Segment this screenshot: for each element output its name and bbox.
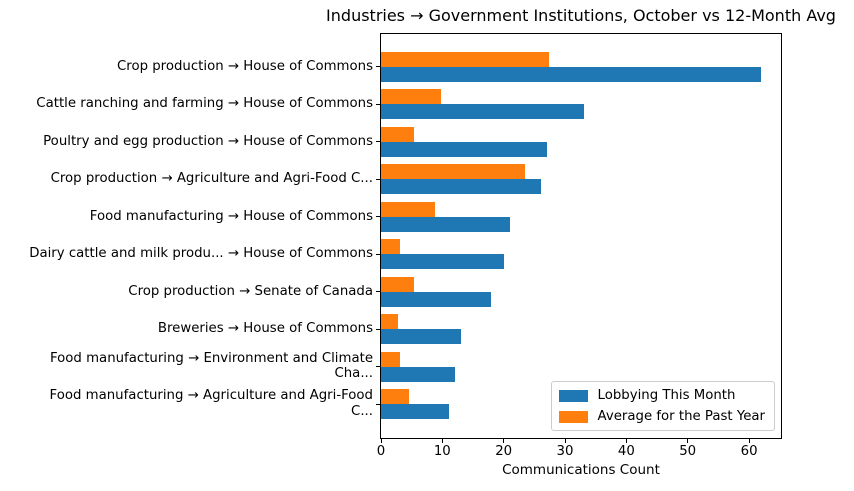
category-label: Food manufacturing → House of Commons bbox=[89, 208, 373, 224]
bar-average-past-year bbox=[381, 89, 442, 104]
legend-label-lobbying-this-month: Lobbying This Month bbox=[597, 388, 736, 403]
legend: Lobbying This Month Average for the Past… bbox=[550, 381, 775, 431]
x-tick bbox=[564, 439, 566, 443]
category-label: Poultry and egg production → House of Co… bbox=[43, 133, 373, 149]
legend-swatch-average-past-year bbox=[558, 410, 588, 423]
plot-area: Lobbying This Month Average for the Past… bbox=[376, 33, 782, 439]
legend-item-average-past-year: Average for the Past Year bbox=[558, 409, 765, 424]
y-tick bbox=[376, 103, 380, 105]
bar-average-past-year bbox=[381, 351, 400, 367]
bar-lobbying-this-month bbox=[381, 404, 449, 419]
bar-lobbying-this-month bbox=[381, 179, 541, 194]
bar-lobbying-this-month bbox=[381, 291, 492, 307]
bar-lobbying-this-month bbox=[381, 66, 762, 82]
category-label: Food manufacturing → Agriculture and Agr… bbox=[49, 388, 373, 419]
x-tick-label: 30 bbox=[556, 444, 574, 459]
y-tick bbox=[376, 291, 380, 292]
category-label: Crop production → Agriculture and Agri-F… bbox=[50, 171, 373, 187]
x-tick bbox=[625, 439, 627, 443]
bar-lobbying-this-month bbox=[381, 329, 461, 344]
category-label: Crop production → Senate of Canada bbox=[128, 283, 373, 299]
y-axis-labels: Crop production → House of Commons Cattle… bbox=[0, 0, 373, 491]
y-tick bbox=[376, 253, 380, 255]
x-axis-label: Communications Count bbox=[502, 462, 660, 478]
y-tick bbox=[376, 66, 380, 67]
bar-average-past-year bbox=[381, 389, 409, 404]
y-tick bbox=[376, 178, 380, 180]
x-tick-label: 40 bbox=[617, 444, 635, 459]
x-tick-label: 0 bbox=[376, 444, 386, 459]
bar-lobbying-this-month bbox=[381, 141, 547, 157]
bar-average-past-year bbox=[381, 201, 435, 217]
x-tick bbox=[441, 439, 443, 443]
bar-lobbying-this-month bbox=[381, 366, 455, 382]
bar-average-past-year bbox=[381, 164, 526, 179]
x-tick-label: 50 bbox=[679, 444, 697, 459]
chart-title: Industries → Government Institutions, Oc… bbox=[326, 6, 836, 25]
x-tick-label: 60 bbox=[740, 444, 758, 459]
legend-label-average-past-year: Average for the Past Year bbox=[597, 409, 765, 424]
bar-lobbying-this-month bbox=[381, 216, 510, 232]
bar-average-past-year bbox=[381, 51, 549, 67]
category-label: Crop production → House of Commons bbox=[116, 58, 373, 74]
bar-lobbying-this-month bbox=[381, 254, 504, 269]
legend-item-lobbying-this-month: Lobbying This Month bbox=[558, 388, 765, 403]
y-tick bbox=[376, 141, 380, 142]
bar-average-past-year bbox=[381, 314, 398, 329]
x-tick-label: 20 bbox=[495, 444, 513, 459]
x-tick bbox=[503, 439, 505, 443]
y-tick bbox=[376, 328, 380, 330]
bar-average-past-year bbox=[381, 276, 414, 292]
x-tick bbox=[687, 439, 689, 443]
bar-average-past-year bbox=[381, 239, 400, 254]
legend-swatch-lobbying-this-month bbox=[558, 389, 588, 402]
category-label: Food manufacturing → Environment and Cli… bbox=[49, 350, 373, 382]
x-tick-label: 10 bbox=[433, 444, 451, 459]
bar-lobbying-this-month bbox=[381, 104, 584, 119]
category-label: Cattle ranching and farming → House of C… bbox=[36, 96, 373, 112]
category-label: Breweries → House of Commons bbox=[157, 321, 373, 337]
category-label: Dairy cattle and milk produ... → House o… bbox=[29, 246, 373, 262]
y-tick bbox=[376, 403, 380, 405]
x-tick bbox=[380, 439, 382, 443]
y-tick bbox=[376, 216, 380, 217]
y-tick bbox=[376, 366, 380, 367]
x-tick bbox=[748, 439, 750, 443]
bar-average-past-year bbox=[381, 126, 415, 142]
